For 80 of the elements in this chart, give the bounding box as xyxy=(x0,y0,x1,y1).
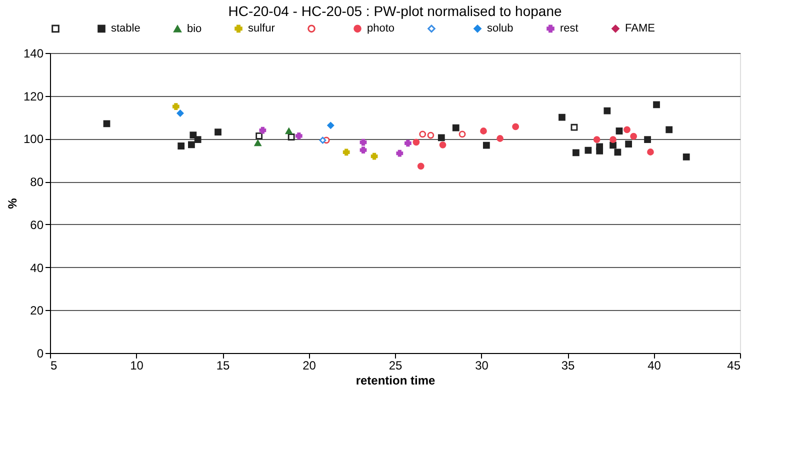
point xyxy=(512,123,520,130)
point xyxy=(288,134,295,140)
point xyxy=(614,148,622,156)
x-tick-label: 10 xyxy=(130,358,144,372)
point xyxy=(666,126,673,134)
x-tick-label: 15 xyxy=(216,358,230,372)
x-tick-label: 25 xyxy=(388,358,402,372)
y-tick-label: 40 xyxy=(30,260,44,275)
x-tick-label: 45 xyxy=(727,358,741,372)
point xyxy=(417,162,424,170)
x-axis-title: retention time xyxy=(356,374,436,388)
y-tick-label: 140 xyxy=(23,46,44,60)
y-tick-label: 20 xyxy=(30,304,44,318)
y-tick-label: 120 xyxy=(23,89,44,104)
point xyxy=(570,124,578,131)
point xyxy=(584,146,592,154)
x-tick-label: 30 xyxy=(475,358,489,372)
point xyxy=(412,138,420,146)
point xyxy=(427,132,434,139)
point xyxy=(653,101,660,108)
point xyxy=(625,140,632,148)
y-tick-label: 100 xyxy=(23,132,44,146)
point xyxy=(254,140,262,146)
point xyxy=(172,103,180,110)
point xyxy=(458,130,466,138)
y-tick-label: 80 xyxy=(30,175,44,190)
point xyxy=(610,142,616,149)
point xyxy=(327,122,334,129)
x-tick-label: 40 xyxy=(648,358,662,372)
point xyxy=(190,132,197,139)
x-tick-label: 20 xyxy=(302,358,316,372)
point xyxy=(360,146,367,154)
point xyxy=(647,148,654,156)
point xyxy=(593,136,600,144)
point xyxy=(572,149,580,156)
y-tick-label: 60 xyxy=(30,218,44,232)
y-tick-label: 0 xyxy=(36,346,44,360)
point xyxy=(103,120,110,128)
point xyxy=(480,128,487,134)
point xyxy=(319,136,326,144)
legend-label: rest xyxy=(560,22,578,35)
y-axis-title: % xyxy=(5,198,20,209)
legend-label: stable xyxy=(111,22,140,35)
chart-title: HC-20-04 - HC-20-05 : PW-plot normalised to hopane xyxy=(228,3,562,19)
point xyxy=(604,107,611,114)
legend-label: photo xyxy=(367,22,395,35)
point xyxy=(194,136,202,144)
point xyxy=(176,110,184,117)
point xyxy=(259,126,266,134)
point xyxy=(558,114,566,121)
point xyxy=(438,134,445,142)
point xyxy=(295,132,302,140)
point xyxy=(188,141,195,148)
point xyxy=(616,128,623,134)
legend-label: FAME xyxy=(625,22,655,35)
point xyxy=(285,128,292,134)
point xyxy=(214,128,222,136)
point xyxy=(419,130,426,138)
point xyxy=(682,153,690,160)
point xyxy=(404,140,412,147)
point xyxy=(370,152,378,160)
legend-label: bio xyxy=(187,22,202,35)
x-tick-label: 35 xyxy=(561,358,575,372)
point xyxy=(644,136,651,144)
legend-label: solub xyxy=(487,22,514,35)
point xyxy=(360,138,367,146)
point xyxy=(482,142,490,149)
point xyxy=(439,141,446,148)
point xyxy=(610,136,616,144)
point xyxy=(396,150,404,157)
x-tick-label: 5 xyxy=(50,358,58,372)
point xyxy=(596,147,604,154)
point xyxy=(342,148,350,156)
point xyxy=(630,132,638,140)
point xyxy=(624,126,630,134)
point xyxy=(256,132,263,140)
point xyxy=(452,124,460,132)
legend-label: sulfur xyxy=(248,22,276,35)
point xyxy=(496,135,504,142)
point xyxy=(178,142,185,150)
